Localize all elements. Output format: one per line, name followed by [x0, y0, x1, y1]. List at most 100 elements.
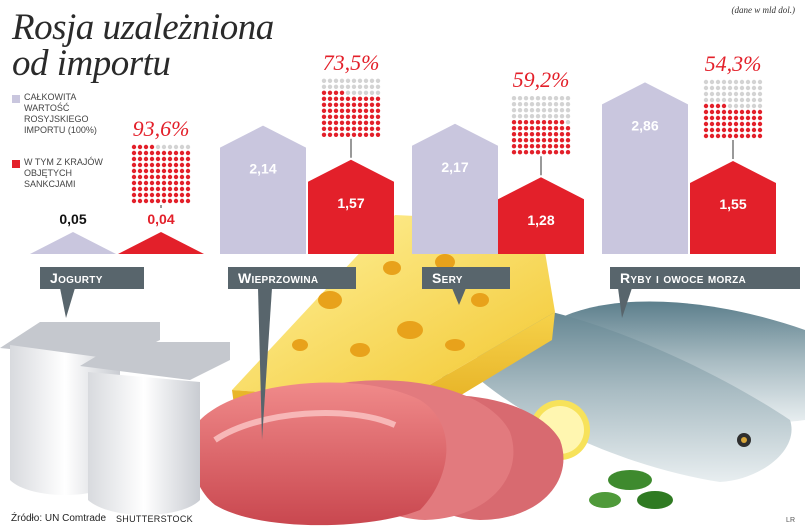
bar-sanctioned-1 — [308, 159, 394, 254]
share-dot — [727, 91, 733, 97]
share-dot — [363, 126, 369, 131]
share-dot — [715, 121, 721, 127]
share-dot — [751, 115, 757, 121]
share-dot — [511, 108, 517, 113]
share-dot — [559, 108, 565, 113]
share-dot — [511, 144, 517, 149]
share-dot — [547, 102, 553, 107]
share-dot — [155, 162, 161, 168]
share-dot — [703, 79, 709, 85]
share-dot — [739, 133, 745, 139]
share-dot — [369, 126, 375, 131]
share-dot — [357, 96, 363, 102]
share-dot — [529, 120, 535, 125]
share-dot — [757, 103, 763, 109]
share-dot — [511, 120, 517, 125]
share-dot — [363, 90, 369, 96]
share-dot — [751, 103, 757, 109]
share-dot — [757, 85, 763, 91]
share-dot — [143, 150, 149, 156]
share-dot — [517, 144, 523, 149]
share-dot — [155, 156, 161, 162]
share-dot — [173, 192, 179, 198]
share-dot — [511, 126, 517, 131]
share-dot — [375, 114, 381, 120]
share-dot — [553, 132, 559, 137]
share-dot — [375, 126, 381, 131]
share-dot — [137, 150, 143, 156]
share-dot — [559, 114, 565, 119]
share-dot — [321, 78, 327, 84]
share-dot — [703, 127, 709, 133]
share-dot — [173, 180, 179, 186]
share-dot — [369, 114, 375, 120]
share-dot — [529, 108, 535, 113]
share-dot — [375, 96, 381, 102]
share-dot — [143, 192, 149, 198]
chart-title: Rosja uzależniona od importu — [12, 9, 274, 82]
share-dot — [523, 120, 529, 125]
share-dot — [709, 133, 715, 139]
legend-sanctioned-label: W TYM Z KRAJÓW OBJĘTYCH SANKCJAMI — [24, 157, 103, 189]
share-dot — [733, 133, 739, 139]
share-dot — [363, 84, 369, 90]
share-dot — [541, 102, 547, 107]
share-dot — [321, 84, 327, 90]
share-dot — [559, 120, 565, 125]
share-dot — [351, 126, 357, 131]
share-dot — [757, 121, 763, 127]
share-dot — [715, 79, 721, 85]
share-dot — [363, 96, 369, 102]
share-dot — [559, 138, 565, 143]
value-label-sanctioned-1: 1,57 — [337, 195, 364, 211]
share-dot — [339, 126, 345, 131]
share-dot — [333, 132, 339, 137]
share-dot — [727, 103, 733, 109]
share-dot — [541, 96, 547, 101]
share-dot — [131, 144, 137, 150]
share-dot — [173, 150, 179, 156]
share-dot — [137, 180, 143, 186]
share-dot — [321, 90, 327, 96]
category-label-wieprzowina: Wieprzowina — [228, 267, 356, 289]
share-dot — [351, 78, 357, 84]
share-dot — [185, 180, 191, 186]
share-dot — [327, 84, 333, 90]
share-dot — [511, 96, 517, 101]
share-dot — [757, 97, 763, 103]
share-dot — [167, 180, 173, 186]
share-dot — [535, 132, 541, 137]
share-dot — [179, 162, 185, 168]
share-dot — [179, 156, 185, 162]
share-dot — [167, 156, 173, 162]
share-dot — [185, 192, 191, 198]
share-dot — [179, 168, 185, 174]
share-dot — [727, 109, 733, 115]
share-dot — [727, 115, 733, 121]
share-dot — [553, 138, 559, 143]
share-dot — [739, 91, 745, 97]
bar-sanctioned-2 — [498, 177, 584, 254]
value-label-sanctioned-3: 1,55 — [719, 196, 746, 212]
share-dot — [511, 114, 517, 119]
share-dot — [137, 198, 143, 204]
share-dot — [345, 114, 351, 120]
share-dot — [535, 120, 541, 125]
share-dot — [523, 132, 529, 137]
share-dot — [357, 132, 363, 137]
share-dot — [363, 132, 369, 137]
share-dot — [733, 103, 739, 109]
share-dot — [733, 79, 739, 85]
share-dot — [727, 85, 733, 91]
share-dot — [333, 90, 339, 96]
share-dot — [351, 108, 357, 114]
share-dot — [553, 108, 559, 113]
share-dot — [529, 150, 535, 155]
share-dot — [715, 85, 721, 91]
share-dot — [703, 133, 709, 139]
share-dot — [709, 121, 715, 127]
share-dot — [185, 156, 191, 162]
share-dot — [345, 90, 351, 96]
share-dot — [553, 126, 559, 131]
